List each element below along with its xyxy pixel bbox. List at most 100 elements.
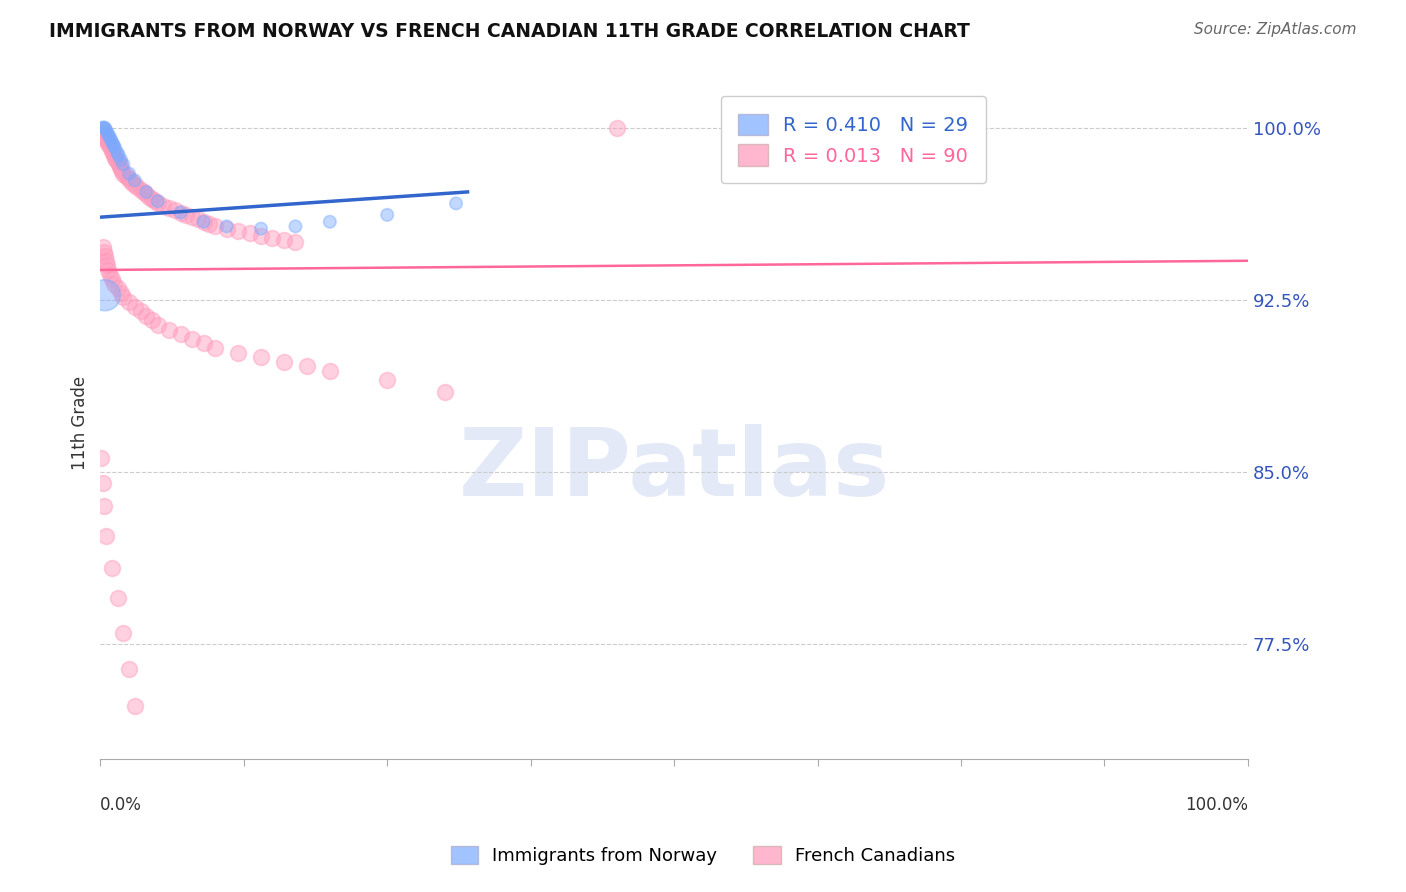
- Point: [132, 185, 155, 199]
- Point: [93, 244, 115, 259]
- Point: [100, 132, 122, 146]
- Point: [146, 318, 169, 332]
- Point: [118, 295, 141, 310]
- Legend: R = 0.410   N = 29, R = 0.013   N = 90: R = 0.410 N = 29, R = 0.013 N = 90: [721, 96, 986, 183]
- Point: [433, 384, 456, 399]
- Point: [124, 173, 146, 187]
- Point: [90, 123, 112, 137]
- Point: [193, 215, 215, 229]
- Point: [124, 698, 146, 713]
- Point: [250, 228, 273, 243]
- Point: [107, 591, 129, 606]
- Point: [250, 350, 273, 364]
- Point: [108, 160, 131, 174]
- Point: [101, 272, 124, 286]
- Point: [91, 125, 114, 139]
- Point: [198, 217, 221, 231]
- Point: [250, 221, 273, 235]
- Point: [141, 192, 163, 206]
- Point: [187, 212, 209, 227]
- Point: [606, 120, 628, 135]
- Point: [101, 136, 124, 151]
- Point: [112, 167, 135, 181]
- Point: [105, 153, 128, 167]
- Point: [215, 221, 238, 235]
- Point: [118, 167, 141, 181]
- Point: [146, 196, 169, 211]
- Point: [91, 120, 114, 135]
- Point: [93, 128, 115, 142]
- Point: [129, 304, 152, 318]
- Point: [94, 120, 117, 135]
- Point: [97, 128, 120, 142]
- Point: [107, 157, 129, 171]
- Point: [96, 258, 118, 272]
- Point: [94, 288, 117, 302]
- Point: [295, 359, 318, 374]
- Point: [129, 183, 152, 197]
- Point: [110, 161, 132, 176]
- Point: [96, 125, 118, 139]
- Point: [135, 185, 157, 199]
- Point: [114, 169, 136, 183]
- Point: [145, 194, 167, 208]
- Point: [170, 205, 193, 219]
- Point: [120, 173, 142, 187]
- Point: [94, 249, 117, 263]
- Point: [135, 309, 157, 323]
- Point: [96, 135, 118, 149]
- Point: [107, 148, 129, 162]
- Legend: Immigrants from Norway, French Canadians: Immigrants from Norway, French Canadians: [444, 838, 962, 872]
- Point: [93, 500, 115, 514]
- Point: [107, 155, 129, 169]
- Point: [101, 145, 124, 160]
- Point: [107, 145, 129, 160]
- Point: [97, 136, 120, 151]
- Point: [284, 219, 307, 234]
- Point: [135, 187, 157, 202]
- Point: [93, 120, 115, 135]
- Point: [152, 199, 174, 213]
- Point: [444, 196, 467, 211]
- Point: [181, 332, 204, 346]
- Point: [107, 281, 129, 295]
- Point: [238, 226, 260, 240]
- Point: [103, 277, 125, 291]
- Point: [375, 373, 398, 387]
- Point: [124, 178, 146, 192]
- Point: [98, 129, 121, 144]
- Point: [112, 625, 135, 640]
- Point: [226, 224, 249, 238]
- Point: [204, 219, 226, 234]
- Point: [90, 451, 112, 466]
- Text: Source: ZipAtlas.com: Source: ZipAtlas.com: [1194, 22, 1357, 37]
- Point: [124, 300, 146, 314]
- Point: [121, 176, 143, 190]
- Point: [170, 327, 193, 342]
- Point: [138, 189, 160, 203]
- Point: [97, 263, 120, 277]
- Point: [98, 268, 121, 282]
- Y-axis label: 11th Grade: 11th Grade: [72, 376, 89, 469]
- Point: [375, 208, 398, 222]
- Point: [110, 285, 132, 300]
- Point: [262, 231, 284, 245]
- Point: [104, 151, 127, 165]
- Point: [125, 180, 148, 194]
- Point: [94, 253, 117, 268]
- Point: [226, 345, 249, 359]
- Point: [118, 662, 141, 676]
- Point: [112, 291, 135, 305]
- Point: [103, 148, 125, 162]
- Point: [319, 215, 342, 229]
- Point: [146, 194, 169, 208]
- Point: [91, 476, 114, 491]
- Point: [141, 313, 163, 327]
- Text: ZIPatlas: ZIPatlas: [458, 424, 890, 516]
- Point: [163, 203, 186, 218]
- Point: [94, 132, 117, 146]
- Point: [101, 135, 124, 149]
- Point: [193, 336, 215, 351]
- Point: [215, 219, 238, 234]
- Point: [157, 201, 180, 215]
